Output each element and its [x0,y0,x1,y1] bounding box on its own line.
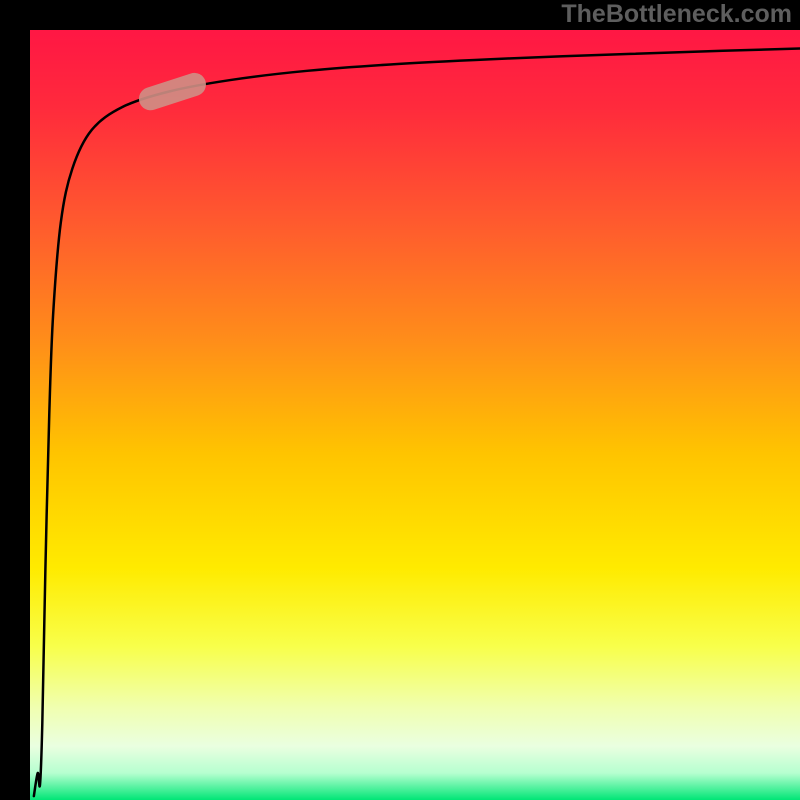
bottleneck-chart [0,0,800,800]
chart-container: TheBottleneck.com [0,0,800,800]
plot-background [30,30,800,800]
watermark-text: TheBottleneck.com [561,0,792,29]
